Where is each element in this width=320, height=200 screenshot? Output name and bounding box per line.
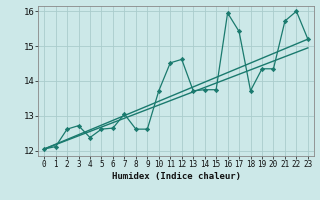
X-axis label: Humidex (Indice chaleur): Humidex (Indice chaleur) — [111, 172, 241, 181]
